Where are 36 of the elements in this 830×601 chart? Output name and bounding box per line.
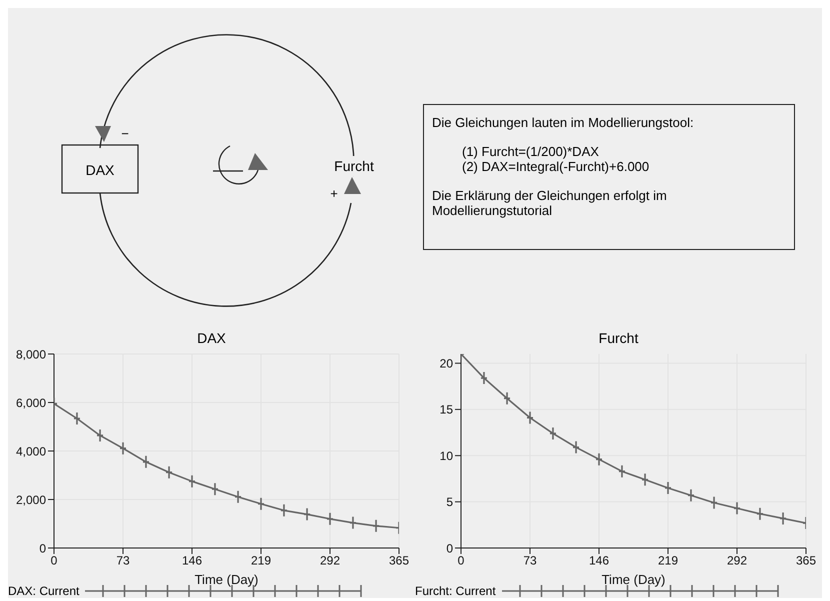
text: (2) DAX=Integral(-Furcht)+6.000	[462, 159, 650, 174]
y-tick-label: 0	[39, 541, 46, 556]
x-axis-title: Time (Day)	[602, 572, 666, 587]
x-tick-label: 73	[116, 554, 130, 568]
y-tick-label: 10	[440, 448, 454, 463]
chart-title: Furcht	[598, 330, 640, 348]
y-tick-label: 0	[446, 541, 454, 556]
y-tick-label: 6,000	[16, 396, 46, 410]
chart-title: DAX	[196, 330, 227, 348]
y-tick-label: 5	[446, 495, 454, 510]
legend-label: DAX: Current	[8, 584, 80, 598]
y-tick-label: 15	[440, 402, 454, 417]
text: +	[330, 186, 338, 201]
text: Die Gleichungen lauten im Modellierungstool:	[432, 115, 695, 130]
y-tick-label: 20	[440, 356, 454, 370]
text: Furcht	[334, 158, 374, 174]
x-tick-label: 219	[250, 554, 272, 568]
x-axis-title: Time (Day)	[194, 572, 258, 587]
x-tick-label: 73	[523, 554, 537, 568]
x-tick-label: 219	[658, 554, 678, 568]
text: Die Erklärung der Gleichungen erfolgt im Modellierungstutorial	[432, 188, 668, 218]
text: (1) Furcht=(1/200)*DAX	[462, 144, 600, 159]
legend-label: Furcht: Current	[415, 584, 496, 598]
x-tick-label: 292	[320, 554, 340, 568]
y-tick-label: 8,000	[16, 347, 46, 362]
x-tick-label: 0	[458, 554, 465, 568]
x-tick-label: 146	[588, 554, 610, 568]
x-tick-label: 146	[182, 554, 202, 568]
text: −	[121, 126, 129, 141]
y-tick-label: 2,000	[16, 492, 46, 507]
x-tick-label: 0	[50, 554, 58, 568]
text: DAX	[86, 162, 116, 178]
x-tick-label: 365	[388, 554, 410, 568]
y-tick-label: 4,000	[16, 444, 46, 458]
x-tick-label: 292	[726, 554, 748, 568]
x-tick-label: 365	[796, 554, 816, 568]
